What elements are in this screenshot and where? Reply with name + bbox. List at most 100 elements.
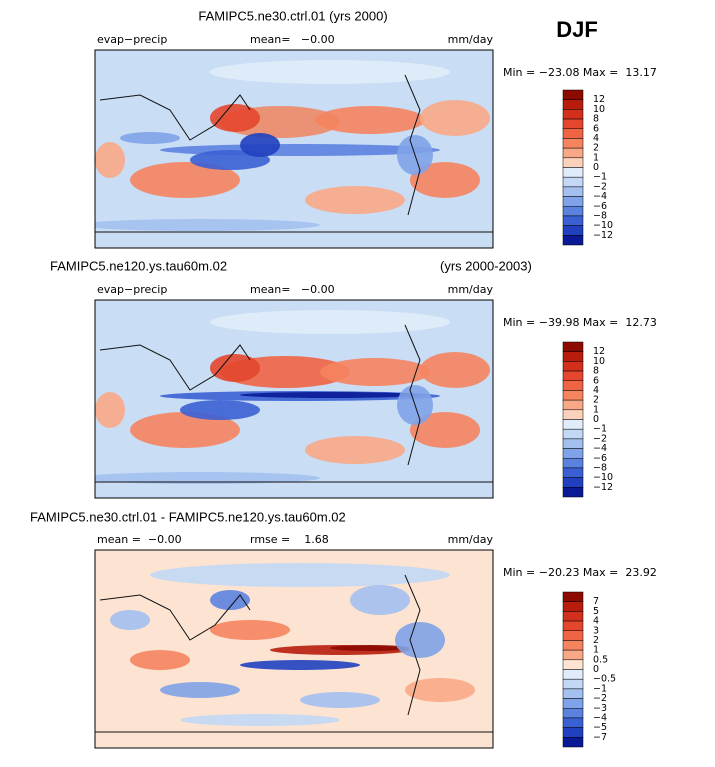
colorbar-label: −6 (593, 453, 607, 464)
field-patch (130, 412, 240, 448)
colorbar-label: −12 (593, 230, 613, 241)
colorbar-label: 8 (593, 366, 599, 377)
map-frame (94, 299, 494, 499)
colorbar-box (562, 89, 584, 100)
colorbar-label: −1 (593, 683, 607, 694)
field-patch (210, 620, 290, 640)
colorbar-box (562, 186, 584, 197)
colorbar-box (562, 640, 584, 651)
colorbar-box (562, 669, 584, 680)
min-max: Min = −20.23 Max = 23.92 (503, 566, 657, 579)
stat-label: mean= −0.00 (250, 33, 335, 46)
colorbar-box (562, 717, 584, 728)
map-frame (94, 549, 494, 749)
colorbar-box (562, 649, 584, 661)
colorbar-label: −10 (593, 472, 613, 483)
colorbar-box (562, 477, 584, 488)
colorbar-box (562, 630, 584, 641)
colorbar-label: −4 (593, 712, 607, 723)
colorbar-box (562, 196, 584, 207)
field-patch (395, 622, 445, 658)
field-label: evap−precip (97, 283, 167, 296)
colorbar-box (562, 601, 584, 612)
colorbar-label: 5 (593, 606, 599, 617)
colorbar-label: 2 (593, 143, 599, 154)
colorbar-label: −12 (593, 482, 613, 493)
colorbar-label: 4 (593, 616, 599, 627)
colorbar-box (562, 147, 584, 159)
field-label: evap−precip (97, 33, 167, 46)
colorbar-box (562, 611, 584, 622)
colorbar-box (562, 341, 584, 352)
panel-title: FAMIPC5.ne120.ys.tau60m.02 (50, 258, 227, 273)
field-patch (240, 133, 280, 157)
coastline (95, 574, 493, 733)
field-patch (240, 660, 360, 670)
field-patch (240, 392, 420, 398)
season-label: DJF (556, 17, 598, 42)
colorbar-box (562, 99, 584, 110)
field-patch (305, 436, 405, 464)
stat-label: rmse = 1.68 (250, 533, 329, 546)
colorbar-label: −2 (593, 693, 607, 704)
panel-title: FAMIPC5.ne30.ctrl.01 - FAMIPC5.ne120.ys.… (30, 509, 346, 524)
field-patch (350, 585, 410, 615)
colorbar-label: 3 (593, 625, 599, 636)
colorbar-box (562, 409, 584, 420)
colorbar-box (562, 727, 584, 738)
field-patch (420, 352, 490, 388)
colorbar-label: 0 (593, 414, 599, 425)
colorbar-label: −1 (593, 424, 607, 435)
colorbar-box (562, 737, 584, 748)
colorbar-label: 0.5 (593, 654, 608, 665)
field-patch (180, 400, 260, 420)
colorbar-label: 12 (593, 346, 605, 357)
field-patch (410, 162, 480, 198)
coastline (95, 74, 493, 233)
colorbar-box (562, 157, 584, 168)
panel-title: FAMIPC5.ne30.ctrl.01 (yrs 2000) (198, 8, 387, 23)
colorbar-box (562, 659, 584, 670)
colorbar-label: −1 (593, 172, 607, 183)
field-patch (420, 100, 490, 136)
min-max: Min = −23.08 Max = 13.17 (503, 66, 657, 79)
colorbar-box (562, 235, 584, 246)
colorbar-label: 6 (593, 123, 599, 134)
field-patch (330, 645, 410, 651)
field-patch (210, 104, 260, 132)
colorbar-box (562, 370, 584, 381)
colorbar-box (562, 206, 584, 217)
map-field (95, 50, 493, 248)
field-patch (95, 392, 125, 428)
field-patch (405, 678, 475, 702)
colorbar-box (562, 428, 584, 440)
field-patch (210, 60, 450, 84)
colorbar-label: 1 (593, 404, 599, 415)
colorbar-label: 2 (593, 635, 599, 646)
colorbar-label: 8 (593, 114, 599, 125)
colorbar-box (562, 118, 584, 129)
field-patch (130, 650, 190, 670)
colorbar-box (562, 176, 584, 188)
colorbar-label: 1 (593, 645, 599, 656)
colorbar-label: −6 (593, 201, 607, 212)
colorbar-label: −2 (593, 181, 607, 192)
units-label: mm/day (448, 533, 494, 546)
colorbar-box (562, 380, 584, 391)
units-label: mm/day (448, 283, 494, 296)
field-patch (160, 682, 240, 698)
colorbar-box (562, 399, 584, 411)
colorbar-box (562, 438, 584, 449)
colorbar-box (562, 128, 584, 139)
field-patch (95, 142, 125, 178)
colorbar-label: 4 (593, 385, 599, 396)
colorbar-label: 1 (593, 152, 599, 163)
colorbar-label: −10 (593, 220, 613, 231)
colorbar-label: −2 (593, 433, 607, 444)
field-patch (180, 714, 340, 726)
field-patch (110, 610, 150, 630)
colorbar-label: 0 (593, 664, 599, 675)
colorbar-box (562, 167, 584, 178)
colorbar-box (562, 698, 584, 709)
